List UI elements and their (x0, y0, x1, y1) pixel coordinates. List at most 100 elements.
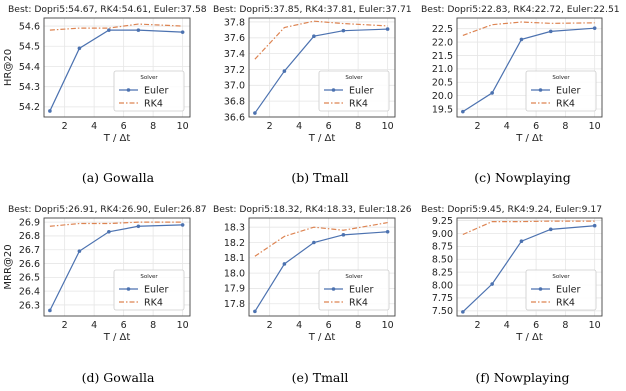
y-axis-label: HR@20 (3, 49, 14, 86)
x-axis-label: T / Δt (515, 332, 543, 343)
x-axis-label: T / Δt (308, 332, 336, 343)
data-point-euler (253, 309, 257, 314)
data-point-euler (519, 239, 524, 244)
y-tick-label: 17.8 (224, 299, 245, 310)
legend-marker-euler (331, 287, 336, 291)
x-tick-label: 8 (562, 320, 568, 331)
x-tick-label: 6 (533, 320, 539, 331)
data-point-euler (592, 26, 597, 30)
data-point-euler (341, 233, 346, 237)
y-tick-label: 18.1 (224, 253, 245, 264)
legend-marker-euler (126, 287, 131, 291)
y-tick-label: 7.75 (432, 293, 453, 304)
legend-marker-euler (126, 88, 131, 92)
data-point-euler (180, 30, 185, 34)
data-point-euler (180, 223, 185, 227)
y-tick-label: 54.4 (19, 62, 40, 73)
data-point-euler (312, 34, 316, 39)
x-tick-label: 2 (474, 121, 480, 132)
data-point-euler (48, 308, 52, 313)
chart-1: 2 4 6 8 10 36.6 36.8 37.0 37.2 37.4 37.6 37.8 T / Δt… (213, 4, 412, 144)
plot-frame (456, 217, 603, 317)
legend: Solver Euler RK4 (318, 70, 390, 112)
y-tick-label: 9.00 (432, 229, 453, 240)
legend-box (113, 269, 185, 311)
legend-label-euler: Euler (144, 285, 169, 296)
legend-marker-euler (538, 287, 543, 291)
legend-box (318, 269, 390, 311)
chart-title: Best: Dopri5:9.45, RK4:9.24, Euler:9.17 (421, 204, 602, 215)
legend-title: Solver (552, 274, 570, 280)
caption-d: (d) Gowalla (81, 370, 155, 385)
x-tick-label: 2 (267, 121, 273, 132)
data-point-euler (282, 69, 287, 73)
y-tick-label: 54.3 (19, 82, 40, 93)
x-tick-label: 4 (91, 320, 97, 331)
x-tick-label: 2 (62, 320, 68, 331)
y-tick-label: 8.50 (432, 255, 453, 266)
legend-title: Solver (140, 75, 158, 81)
legend-label-rk4: RK4 (556, 99, 575, 110)
legend-label-euler: Euler (349, 86, 374, 97)
chart-title: Best: Dopri5:22.83, RK4:22.72, Euler:22.… (421, 4, 620, 15)
legend-label-rk4: RK4 (556, 298, 575, 309)
y-tick-label: 8.25 (432, 267, 453, 278)
data-point-euler (341, 28, 346, 33)
y-tick-label: 26.6 (19, 259, 40, 270)
data-point-euler (385, 229, 390, 234)
series-line-rk4 (254, 221, 388, 257)
legend-label-rk4: RK4 (144, 298, 163, 309)
caption-f: (f) Nowplaying (475, 370, 570, 385)
y-tick-label: 20.0 (432, 91, 453, 102)
x-tick-label: 8 (562, 121, 568, 132)
legend-label-rk4: RK4 (349, 99, 368, 110)
legend-title: Solver (345, 274, 363, 280)
data-point-euler (548, 227, 553, 232)
data-point-euler (282, 262, 287, 266)
chart-3: 2 4 6 8 10 26.3 26.4 26.5 26.6 26.7 26.8 26.9 T / Δt… (3, 204, 207, 343)
x-tick-label: 4 (296, 320, 302, 331)
x-tick-label: 10 (382, 320, 394, 331)
series-line-rk4 (254, 20, 388, 60)
y-tick-label: 26.8 (19, 231, 40, 242)
legend-marker-euler (538, 88, 543, 92)
x-axis-label: T / Δt (103, 133, 131, 144)
data-point-euler (461, 310, 465, 314)
y-tick-label: 21.5 (432, 51, 453, 62)
y-tick-label: 22.0 (432, 37, 453, 48)
legend-label-euler: Euler (144, 86, 169, 97)
legend-title: Solver (552, 75, 570, 81)
chart-2: 2 4 6 8 10 19.5 20.0 20.5 21.0 21.5 22.0 22.5 T / Δt… (421, 4, 620, 144)
x-tick-label: 10 (177, 320, 189, 331)
data-point-euler (136, 224, 141, 229)
legend: Solver Euler RK4 (525, 269, 597, 311)
data-point-euler (461, 109, 465, 114)
plot-frame (248, 17, 396, 118)
data-point-euler (519, 37, 524, 42)
data-point-euler (490, 91, 494, 95)
y-tick-label: 54.5 (19, 42, 40, 53)
data-point-euler (592, 223, 597, 228)
data-point-euler (48, 109, 52, 113)
y-tick-label: 37.4 (224, 49, 245, 60)
y-tick-label: 36.8 (224, 96, 245, 107)
plot-frame (43, 17, 191, 118)
data-point-euler (77, 249, 82, 253)
plot-frame (43, 217, 191, 317)
x-tick-label: 8 (150, 121, 156, 132)
data-point-euler (77, 46, 82, 51)
series-line-rk4 (462, 220, 595, 236)
data-point-euler (107, 230, 111, 234)
caption-b: (b) Tmall (291, 170, 349, 185)
data-point-euler (548, 29, 553, 34)
x-tick-label: 6 (326, 121, 332, 132)
legend-box (113, 70, 185, 112)
x-tick-label: 2 (62, 121, 68, 132)
y-tick-label: 18.0 (224, 268, 245, 279)
y-tick-label: 8.75 (432, 242, 453, 253)
y-tick-label: 22.5 (432, 24, 453, 35)
x-tick-label: 6 (121, 121, 127, 132)
y-tick-label: 37.8 (224, 17, 245, 28)
x-tick-label: 6 (121, 320, 127, 331)
y-tick-label: 26.3 (19, 300, 40, 311)
